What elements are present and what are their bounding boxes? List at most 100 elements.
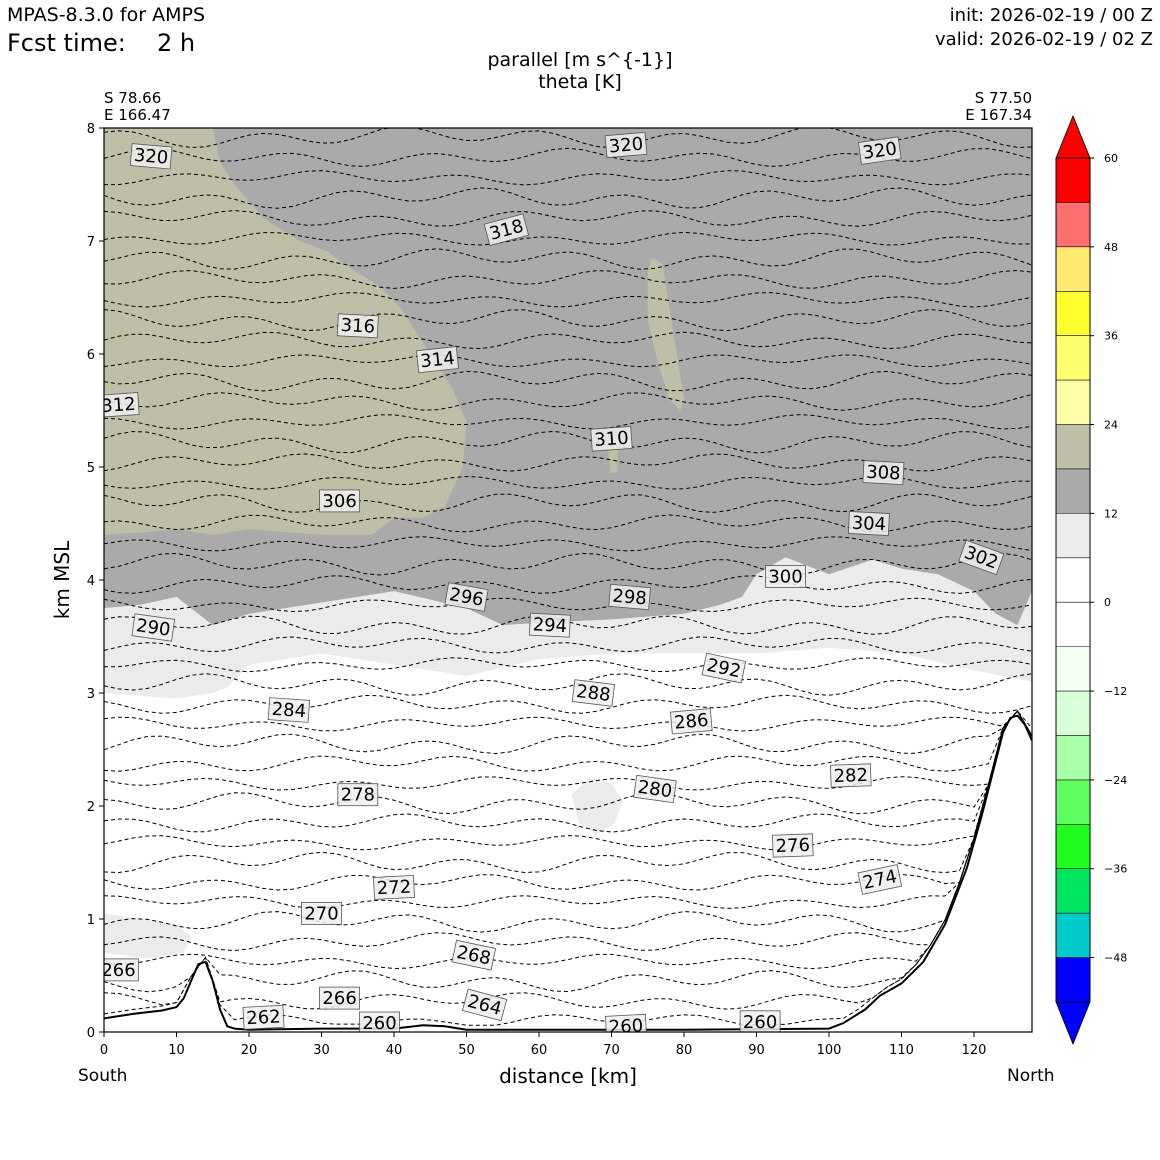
theta-label-text: 288 <box>575 681 612 706</box>
theta-contour-line <box>104 710 1032 909</box>
theta-label-box <box>319 986 361 1010</box>
colorbar-frame <box>1055 157 1091 1003</box>
theta-contour-line <box>104 615 1032 635</box>
left-endpoint-lon: E 166.47 <box>104 106 171 124</box>
left-endpoint-lat: S 78.66 <box>104 89 162 107</box>
wind-fill-6-12-low-left <box>104 913 191 959</box>
colorbar-tick-label: 60 <box>1104 152 1118 165</box>
theta-label-text: 308 <box>866 462 901 485</box>
theta-label: 272 <box>373 874 415 900</box>
theta-label-box <box>857 864 903 895</box>
y-tick-label: 8 <box>87 122 95 137</box>
colorbar-segment <box>1056 424 1090 470</box>
theta-label: 290 <box>131 613 176 642</box>
theta-label-box <box>242 1004 285 1030</box>
theta-contour-line <box>104 710 1032 874</box>
colorbar-segment <box>1056 957 1090 1003</box>
valid-time: valid: 2026-02-19 / 02 Z <box>935 29 1153 50</box>
theta-label: 274 <box>857 864 903 895</box>
theta-contour-line <box>104 309 1032 332</box>
y-tick-label: 1 <box>87 913 95 928</box>
theta-label-box <box>104 958 139 982</box>
theta-label-box <box>608 583 651 611</box>
theta-contour-line <box>104 710 1032 891</box>
theta-contour-line <box>104 694 1032 714</box>
colorbar-segment <box>1056 913 1090 958</box>
right-endpoint-lat: S 77.50 <box>974 89 1032 107</box>
y-tick-label: 2 <box>87 800 95 815</box>
terrain-line <box>104 714 1032 1031</box>
theta-contour-line <box>104 536 1032 552</box>
theta-label-text: 312 <box>101 394 137 417</box>
colorbar-segment <box>1056 868 1090 914</box>
theta-label-box <box>528 612 571 638</box>
theta-label-text: 320 <box>608 134 644 158</box>
theta-label-text: 282 <box>833 765 868 787</box>
theta-label-text: 286 <box>673 710 709 734</box>
wind-fill-6-12-blob <box>571 777 623 835</box>
theta-label-box <box>483 213 530 246</box>
theta-label-text: 294 <box>532 614 567 637</box>
theta-label: 268 <box>451 939 497 971</box>
theta-label: 320 <box>858 136 902 165</box>
theta-label-text: 274 <box>861 866 899 894</box>
theta-label: 304 <box>847 511 890 536</box>
theta-label: 316 <box>336 313 379 339</box>
y-tick-label: 5 <box>87 461 95 476</box>
theta-contour-line <box>104 710 1032 952</box>
theta-label-box <box>633 774 677 804</box>
theta-label: 314 <box>416 346 459 374</box>
colorbar-tick-label: 24 <box>1104 419 1118 432</box>
theta-label-box <box>830 763 872 788</box>
y-tick-label: 6 <box>87 348 95 363</box>
x-tick-label: 90 <box>748 1043 765 1058</box>
theta-contour-line <box>104 710 1032 815</box>
theta-label-text: 316 <box>340 315 375 338</box>
theta-label: 288 <box>571 679 616 707</box>
x-tick-label: 40 <box>386 1043 403 1058</box>
colorbar-over-arrow <box>1055 114 1091 159</box>
y-tick-label: 7 <box>87 235 95 250</box>
colorbar-tick-label: −48 <box>1104 952 1127 965</box>
theta-label: 278 <box>337 783 379 807</box>
theta-label: 310 <box>590 426 633 452</box>
colorbar-tick-label: 0 <box>1104 596 1111 609</box>
theta-label-box <box>373 874 415 900</box>
theta-label-text: 272 <box>376 877 411 900</box>
x-tick-label: 10 <box>168 1043 185 1058</box>
theta-contour-line <box>104 354 1032 368</box>
theta-label-box <box>605 1013 647 1032</box>
colorbar-segment <box>1056 779 1090 825</box>
theta-label: 312 <box>101 392 140 418</box>
theta-label: 260 <box>359 1011 400 1032</box>
theta-label: 284 <box>267 697 311 723</box>
theta-label: 276 <box>772 833 814 858</box>
theta-label: 308 <box>862 460 905 486</box>
colorbar-segment <box>1056 557 1090 603</box>
theta-label: 286 <box>669 708 713 735</box>
theta-contour-line <box>104 710 1032 1010</box>
theta-contour-line <box>104 673 1032 696</box>
colorbar-segment <box>1056 202 1090 248</box>
theta-contour-line <box>104 710 1032 732</box>
theta-label-text: 310 <box>594 428 630 451</box>
x-tick-label: 20 <box>241 1043 258 1058</box>
theta-label-box <box>444 582 489 612</box>
theta-contour-line <box>104 636 1032 654</box>
theta-label-box <box>739 1010 781 1032</box>
theta-contour-line <box>104 269 1032 289</box>
theta-contour-line <box>104 710 1032 933</box>
theta-contour-line <box>104 710 1032 755</box>
theta-label-text: 260 <box>608 1015 643 1038</box>
colorbar-segment <box>1056 380 1090 425</box>
x-tick-label: 120 <box>962 1043 987 1058</box>
theta-contour-line <box>104 231 1032 246</box>
x-axis-label: distance [km] <box>499 1064 637 1088</box>
theta-label-box <box>701 652 747 684</box>
colorbar-tick-label: −24 <box>1104 774 1127 787</box>
theta-label-text: 298 <box>612 586 648 610</box>
theta-label-box <box>461 988 508 1022</box>
theta-contour-line <box>104 597 1032 613</box>
theta-label: 260 <box>739 1010 781 1032</box>
